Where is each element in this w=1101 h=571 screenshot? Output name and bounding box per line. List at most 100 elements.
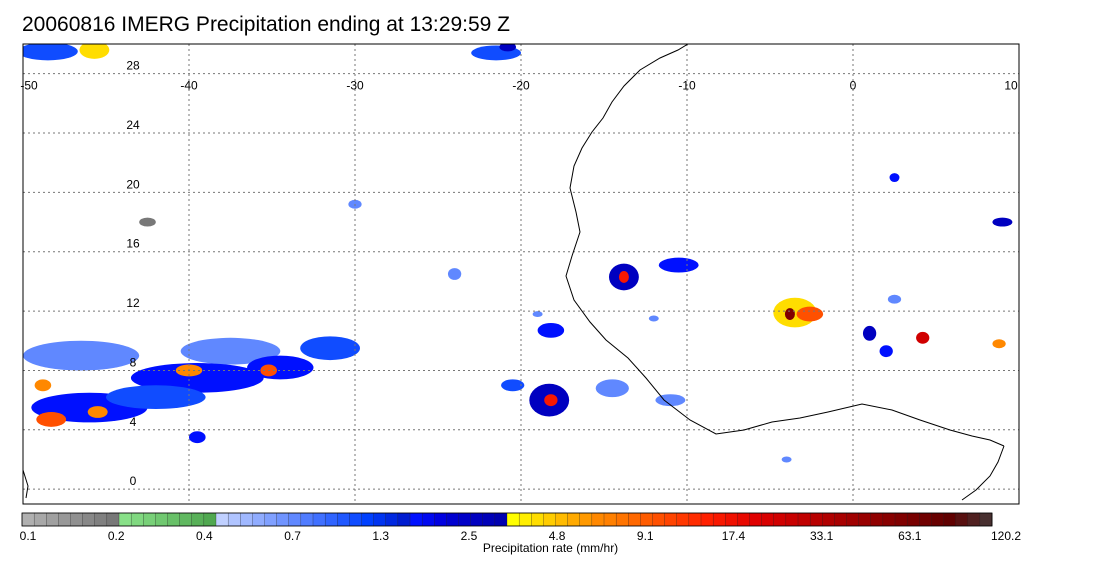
colorbar-swatch [664,512,678,527]
colorbar-swatch [712,512,726,527]
precip-cell [618,271,629,283]
colorbar-swatch [324,512,338,527]
colorbar-tick-label: 1.3 [372,529,389,543]
colorbar-swatch [397,512,411,527]
precip-cell [887,294,902,304]
colorbar-swatch [628,512,641,527]
colorbar-swatch [373,512,387,527]
colorbar-swatch [434,512,447,527]
colorbar-swatch [749,512,763,527]
colorbar-swatch [70,512,84,527]
colorbar-frame [21,512,993,527]
colorbar-swatch [215,512,229,527]
colorbar-swatch [33,512,47,527]
colorbar-swatch [252,512,265,527]
colorbar-swatch [834,512,847,527]
precip-cell [916,331,930,344]
colorbar-swatch [143,512,156,527]
lon-tick-label: 10 [1004,79,1018,93]
precip-cell [595,379,629,398]
colorbar-swatch [919,512,932,527]
precip-cell [106,385,206,410]
colorbar-swatch [21,512,35,527]
precip-cell [180,337,281,365]
colorbar-swatch [482,512,496,527]
colorbar-swatch [494,512,508,527]
colorbar-unit-label: Precipitation rate (mm/hr) [482,541,619,555]
colorbar-swatch [58,512,71,527]
lat-tick-label: 20 [126,177,140,191]
colorbar-swatch [640,512,653,527]
colorbar-tick-label: 17.4 [722,529,746,543]
colorbar-swatch [894,512,908,527]
colorbar-swatch [361,512,375,527]
colorbar-swatch [615,512,629,527]
precip-cell [189,431,206,444]
colorbar-swatch [773,512,787,527]
colorbar-swatch [240,512,253,527]
precip-cell [499,44,517,52]
colorbar-swatch [337,512,350,527]
colorbar-swatch [822,512,835,527]
lon-tick-label: 0 [850,79,857,93]
axis-labels: -50 -40 -30 -20 -10 0 10 28 24 20 16 12 8 4 0 [20,59,1018,488]
colorbar-swatch [46,512,59,527]
colorbar-swatch [203,512,217,527]
colorbar-swatch [82,512,96,527]
colorbar-swatch [943,512,957,527]
south-america-coast [23,469,29,499]
colorbar-tick-label: 0.2 [108,529,125,543]
colorbar-swatch [409,512,423,527]
precip-cell [648,315,659,322]
colorbar-swatch [700,512,714,527]
map-frame [22,43,1020,505]
colorbar-swatch [652,512,666,527]
colorbar-tick-label: 0.7 [284,529,301,543]
colorbar-swatch [179,512,193,527]
lat-tick-label: 12 [126,296,140,310]
precip-cell [658,257,699,273]
colorbar-swatch [979,512,993,527]
colorbar-swatch [555,512,569,527]
precip-cell [23,44,78,61]
colorbar-swatch [543,512,556,527]
lon-tick-label: -20 [512,79,530,93]
colorbar-swatch [130,512,144,527]
precip-cell [537,322,565,338]
colorbar-swatch [797,512,811,527]
colorbar-swatch [906,512,920,527]
colorbar-tick-label: 2.5 [461,529,478,543]
colorbar-swatch [264,512,278,527]
colorbar-swatch [276,512,290,527]
colorbar-swatch [809,512,823,527]
precip-cell [87,406,108,418]
colorbar-swatch [312,512,326,527]
map-title: 20060816 IMERG Precipitation ending at 1… [22,13,510,36]
lat-tick-label: 16 [126,237,140,251]
precip-cell [796,306,824,322]
precip-cell [34,379,52,392]
colorbar-swatch [870,512,884,527]
coastline [23,44,1005,501]
precip-cell [139,217,156,227]
lon-tick-label: -10 [678,79,696,93]
colorbar-swatch [506,512,520,527]
colorbar-swatch [531,512,544,527]
precip-cell [781,456,792,463]
precip-cell [247,355,314,380]
colorbar-swatch [518,512,532,527]
colorbar-swatch [446,512,459,527]
colorbar-swatch [118,512,132,527]
colorbar: 0.1 0.2 0.4 0.7 1.3 2.5 4.8 9.1 17.4 33.1 63.1 120.… [20,512,1021,543]
precip-cell [447,268,462,280]
colorbar-swatch [567,512,581,527]
colorbar-swatch [94,512,108,527]
precip-cell [501,379,525,392]
lon-tick-label: -40 [180,79,198,93]
colorbar-swatch [167,512,181,527]
colorbar-swatch [227,512,241,527]
colorbar-swatch [458,512,472,527]
lat-tick-label: 24 [126,118,140,132]
colorbar-swatch [155,512,168,527]
